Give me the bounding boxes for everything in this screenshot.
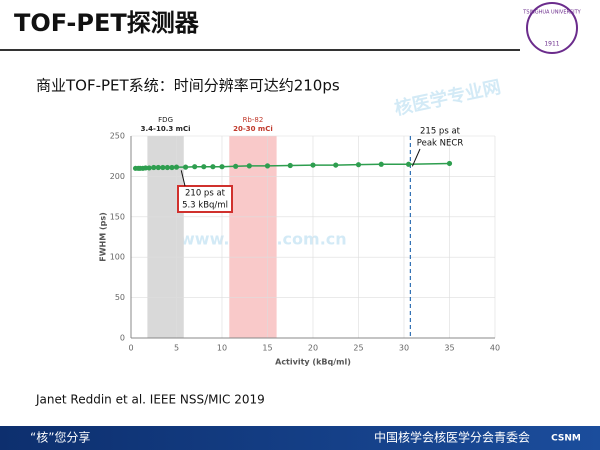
- data-point: [151, 164, 157, 171]
- x-tick-label: 30: [399, 344, 409, 353]
- footer-right: 中国核学会核医学分会青委会: [374, 430, 530, 445]
- region-label: FDG: [158, 116, 173, 124]
- x-tick-label: 40: [490, 344, 500, 353]
- data-point: [160, 164, 166, 171]
- y-tick-label: 100: [110, 253, 125, 262]
- footer-logo: CSNM: [551, 434, 581, 444]
- footer-left: “核”您分享: [30, 430, 90, 445]
- data-point: [310, 162, 316, 168]
- data-point: [169, 164, 175, 171]
- y-tick-label: 150: [110, 212, 125, 221]
- y-tick-label: 50: [115, 293, 125, 302]
- x-tick-label: 0: [128, 344, 133, 353]
- data-point: [142, 165, 149, 171]
- y-tick-label: 250: [110, 132, 125, 141]
- region-band: [229, 136, 277, 338]
- data-point: [287, 162, 293, 169]
- watermark-name: 核医学专业网: [393, 76, 503, 120]
- data-point: [173, 164, 180, 170]
- x-tick-label: 35: [444, 344, 454, 353]
- annotation-arrow: [180, 170, 186, 187]
- data-point: [219, 164, 225, 170]
- data-point: [405, 161, 412, 167]
- data-point: [333, 162, 339, 168]
- x-tick-label: 10: [217, 344, 227, 353]
- slide-title: TOF-PET探测器: [14, 9, 200, 37]
- data-point: [155, 164, 161, 171]
- x-tick-label: 25: [353, 344, 363, 353]
- x-tick-label: 5: [174, 344, 179, 353]
- region-label: Rb-82: [243, 116, 264, 124]
- annotation-arrow: [411, 148, 421, 167]
- data-point: [183, 164, 189, 170]
- footer-band: [0, 426, 600, 450]
- data-point: [146, 165, 152, 171]
- citation: Janet Reddin et al. IEEE NSS/MIC 2019: [35, 393, 265, 407]
- data-point: [264, 163, 271, 169]
- annotation-text: 210 ps at: [185, 189, 226, 199]
- data-point: [233, 163, 239, 169]
- data-point: [192, 164, 198, 170]
- data-point: [164, 164, 170, 171]
- y-tick-label: 200: [110, 172, 125, 181]
- data-point: [201, 164, 207, 170]
- annotation-text: 215 ps at: [420, 127, 461, 137]
- logo-year: 1911: [544, 41, 559, 48]
- x-tick-label: 20: [308, 344, 318, 353]
- data-point: [355, 162, 362, 168]
- data-point: [246, 163, 252, 169]
- data-point: [210, 164, 216, 170]
- logo-ring: [526, 2, 578, 54]
- annotation-text: 5.3 kBq/ml: [182, 201, 228, 211]
- y-axis-label: FWHM (ps): [99, 212, 108, 262]
- y-tick-label: 0: [120, 334, 125, 343]
- x-tick-label: 15: [262, 344, 272, 353]
- region-sublabel: 3.4-10.3 mCi: [141, 125, 191, 133]
- x-axis-label: Activity (kBq/ml): [275, 358, 351, 367]
- annotation-text: Peak NECR: [417, 139, 464, 149]
- region-sublabel: 20-30 mCi: [233, 125, 273, 133]
- data-point: [378, 161, 384, 167]
- subtitle: 商业TOF-PET系统：时间分辨率可达约210ps: [36, 77, 340, 95]
- annotation-box: [177, 185, 233, 213]
- data-point: [446, 160, 453, 167]
- logo-name: TSINGHUA UNIVERSITY: [522, 10, 581, 16]
